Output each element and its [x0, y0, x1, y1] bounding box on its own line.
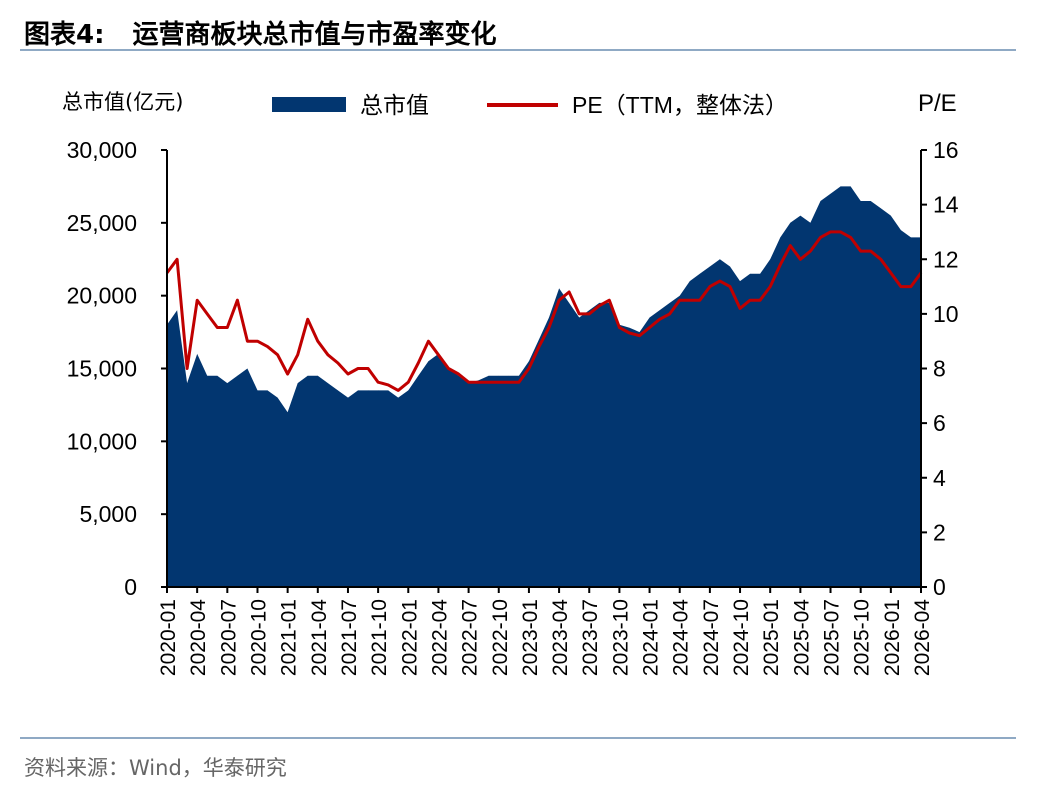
right-tick-label: 14 — [933, 192, 959, 218]
right-tick-label: 2 — [933, 519, 946, 545]
left-tick-label: 20,000 — [67, 283, 137, 309]
legend-label-market-cap: 总市值 — [360, 92, 429, 118]
x-tick-label: 2021-01 — [278, 599, 301, 676]
x-tick-label: 2025-01 — [760, 599, 783, 676]
top-divider — [20, 49, 1016, 51]
source-note: 资料来源：Wind，华泰研究 — [24, 756, 287, 780]
left-tick-label: 25,000 — [67, 210, 137, 236]
x-tick-label: 2025-04 — [790, 599, 813, 676]
right-tick-label: 0 — [933, 574, 946, 600]
x-tick-label: 2023-10 — [609, 599, 632, 676]
market-cap-area — [167, 186, 921, 587]
right-tick-label: 12 — [933, 246, 959, 272]
x-tick-label: 2021-10 — [368, 599, 391, 676]
x-tick-label: 2022-04 — [428, 599, 451, 676]
x-tick-label: 2024-07 — [700, 599, 723, 676]
x-tick-label: 2020-10 — [247, 599, 270, 676]
left-tick-label: 10,000 — [67, 428, 137, 454]
x-tick-label: 2021-07 — [338, 599, 361, 676]
x-tick-label: 2020-01 — [157, 599, 180, 676]
x-tick-label: 2020-07 — [217, 599, 240, 676]
x-tick-label: 2023-04 — [549, 599, 572, 676]
figure-title-text: 运营商板块总市值与市盈率变化 — [132, 20, 497, 50]
left-tick-label: 5,000 — [79, 501, 137, 527]
right-tick-label: 10 — [933, 301, 959, 327]
left-axis-label: 总市值(亿元) — [62, 90, 184, 114]
x-tick-label: 2022-07 — [459, 599, 482, 676]
figure-label: 图表4: — [24, 20, 105, 50]
left-tick-label: 15,000 — [67, 356, 137, 382]
right-tick-label: 6 — [933, 410, 946, 436]
x-tick-label: 2026-01 — [881, 599, 904, 676]
x-tick-label: 2023-07 — [579, 599, 602, 676]
x-tick-label: 2024-10 — [730, 599, 753, 676]
right-axis-label: P/E — [918, 90, 957, 117]
x-tick-label: 2026-04 — [911, 599, 934, 676]
right-tick-label: 4 — [933, 465, 946, 491]
bottom-divider — [20, 737, 1016, 739]
x-tick-label: 2021-04 — [308, 599, 331, 676]
left-tick-label: 30,000 — [67, 137, 137, 163]
x-tick-label: 2024-04 — [670, 599, 693, 676]
pe-line — [165, 230, 923, 392]
x-tick-label: 2022-10 — [489, 599, 512, 676]
legend-label-pe: PE（TTM，整体法） — [572, 92, 788, 118]
x-tick-label: 2025-10 — [851, 599, 874, 676]
right-tick-label: 8 — [933, 356, 946, 382]
right-tick-label: 16 — [933, 137, 959, 163]
x-tick-label: 2022-01 — [398, 599, 421, 676]
x-tick-label: 2023-01 — [519, 599, 542, 676]
x-tick-label: 2025-07 — [821, 599, 844, 676]
left-tick-label: 0 — [124, 574, 137, 600]
legend-swatch-market-cap — [272, 97, 346, 112]
figure-title: 图表4: 运营商板块总市值与市盈率变化 — [24, 14, 525, 51]
x-tick-label: 2020-04 — [187, 599, 210, 676]
x-tick-label: 2024-01 — [640, 599, 663, 676]
